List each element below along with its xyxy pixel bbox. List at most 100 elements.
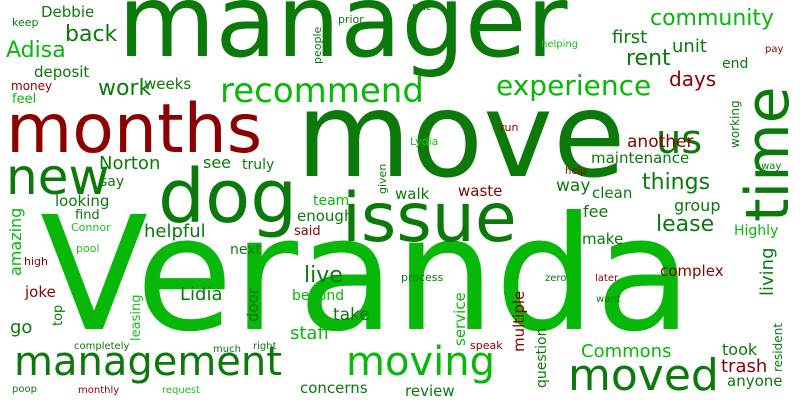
word-move: move [296, 66, 626, 204]
word-time: time [733, 86, 800, 222]
word-say: say [100, 174, 125, 190]
word-truly: truly [242, 157, 275, 173]
word-moved: moved [568, 350, 719, 400]
word-weeks: weeks [144, 75, 192, 93]
word-waste: waste [458, 182, 503, 200]
word-fee: fee [583, 202, 609, 221]
word-connor: Connor [71, 221, 111, 234]
word-high: high [24, 255, 48, 268]
word-dog: dog [158, 154, 298, 240]
word-find: find [75, 208, 100, 223]
word-live: live [304, 263, 343, 288]
word-people: people [311, 26, 324, 64]
word-said: said [294, 224, 321, 239]
word-monthly: monthly [78, 385, 120, 396]
word-door: door [244, 287, 262, 322]
word-concerns: concerns [300, 379, 368, 397]
word-lease: lease [656, 212, 715, 237]
word-took: took [722, 340, 758, 359]
word-pay: pay [765, 44, 784, 55]
word-beyond: beyond [292, 288, 345, 304]
word-us: us [656, 117, 703, 163]
word-maintenance: maintenance [591, 149, 690, 167]
word-group: group [674, 196, 721, 215]
word-poop: poop [12, 384, 37, 395]
word-joke: joke [25, 283, 56, 301]
word-go: go [10, 317, 33, 338]
word-walk: walk [395, 185, 430, 203]
word-resident: resident [771, 323, 785, 372]
word-make: make [582, 230, 624, 248]
word-back: back [65, 22, 118, 47]
word-work: work [98, 76, 152, 101]
word-lydia: Lydia [410, 135, 439, 148]
word-new: new [6, 148, 110, 206]
word-want: want [596, 294, 621, 305]
word-days: days [669, 67, 717, 91]
word-lidia: Lidia [180, 284, 223, 305]
word-helpful: helpful [144, 221, 206, 242]
word-trash: trash [721, 356, 768, 377]
word-community: community [650, 6, 775, 31]
word-things: things [642, 170, 711, 195]
word-clean: clean [592, 184, 633, 202]
word-zero: zero [545, 273, 567, 284]
word-much: much [213, 344, 241, 355]
word-management: management [14, 339, 282, 385]
word-request: request [162, 385, 201, 396]
word-experience: experience [496, 69, 652, 102]
word-review: review [405, 382, 455, 400]
word-helping: helping [541, 39, 579, 50]
word-put: put [412, 0, 431, 13]
word-commons: Commons [581, 341, 672, 362]
word-given: given [376, 163, 389, 194]
word-top: top [51, 304, 66, 326]
word-speak: speak [470, 339, 503, 352]
word-first: first [612, 27, 648, 48]
word-question: question [534, 327, 550, 388]
word-staff: staff [290, 323, 330, 344]
word-next: next [230, 242, 262, 258]
word-end: end [722, 56, 749, 72]
word-take: take [333, 305, 370, 325]
word-money: money [11, 79, 53, 93]
word-norton: Norton [99, 153, 161, 174]
word-team: team [313, 193, 350, 209]
word-another: another [627, 132, 694, 152]
word-veranda: Veranda [40, 183, 693, 367]
word-help: help [565, 166, 587, 177]
word-unit: unit [672, 36, 707, 57]
word-issue: issue [342, 179, 517, 258]
word-working: working [728, 100, 742, 148]
word-looking: looking [55, 192, 110, 210]
word-see: see [203, 153, 232, 172]
word-multiple: multiple [510, 290, 528, 352]
word-service: service [451, 292, 469, 346]
word-amazing: amazing [6, 207, 25, 276]
word-right: right [253, 341, 277, 352]
word-feel: feel [12, 92, 37, 107]
word-later: later [595, 273, 619, 284]
word-completely: completely [74, 341, 130, 352]
word-moving: moving [346, 339, 495, 385]
word-anyone: anyone [727, 372, 783, 390]
word-deposit: deposit [34, 63, 90, 81]
word-run: run [500, 121, 519, 134]
word-highly: Highly [734, 223, 779, 239]
word-living: living [757, 247, 778, 297]
word-process: process [401, 271, 444, 284]
word-keep: keep [12, 16, 39, 29]
word-months: months [6, 90, 263, 169]
word-pool: pool [76, 242, 100, 255]
word-away: away [755, 161, 782, 172]
word-way: way [556, 176, 591, 196]
word-recommend: recommend [220, 71, 424, 111]
word-enough: enough [297, 207, 354, 225]
word-rent: rent [626, 46, 671, 71]
word-prior: prior [338, 13, 364, 26]
word-leasing: leasing [129, 294, 144, 341]
word-adisa: Adisa [6, 38, 66, 63]
word-manager: manager [118, 0, 568, 80]
word-complex: complex [660, 262, 724, 280]
